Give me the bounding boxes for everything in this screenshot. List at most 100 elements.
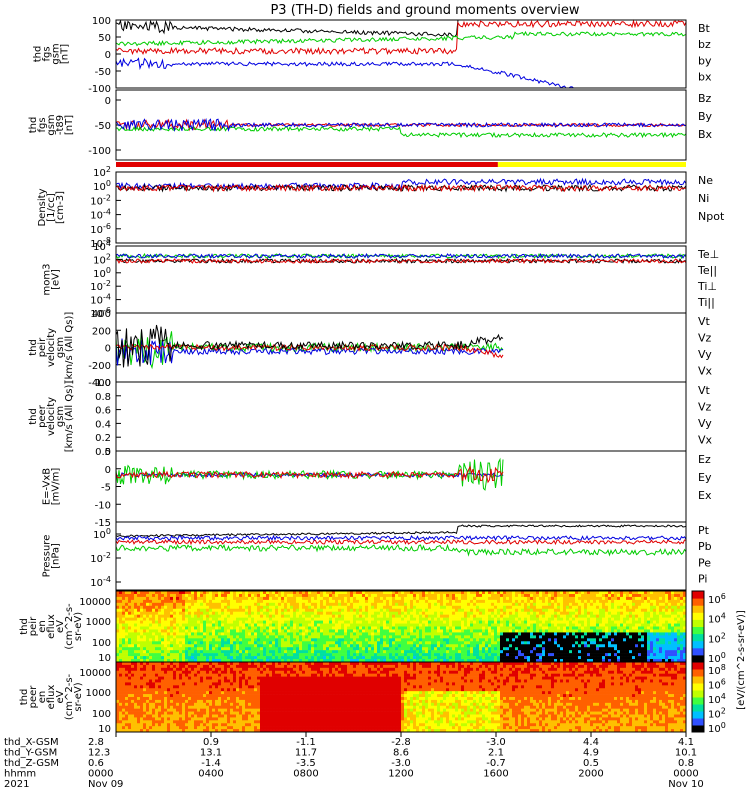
y-tick-fgs_gsm-2: 0 [105,50,111,61]
x-value-1-1: 13.1 [200,748,222,759]
x-row-label-2: thd_Z-GSM [4,758,59,769]
y-tick-peer_eflux-2: 100 [92,709,111,720]
y-label-density: Density[1/cc][cm-3] [37,188,66,226]
frame-peer_velocity [115,381,687,452]
colorbar-upper-tick-3: 100 [708,651,726,665]
y-tick-temperature-4: 10-4 [90,293,111,307]
colorbar-upper-tick-0: 106 [708,592,726,606]
colorbar-upper: 106 104 102 100 [691,590,726,665]
y-tick-peir_eflux-2: 100 [92,638,111,649]
colorbar-lower-frame [691,661,705,733]
legend-temperature-3: Ti|| [697,296,715,309]
colorbar-lower-swatch-4 [692,697,704,705]
x-value-3-2: 0800 [293,769,318,780]
y-tick-efield-2: -5 [101,483,111,494]
x-value-3-6: 0000 [673,769,698,780]
x-axis-table: thd_X-GSM 2.8 0.9 -1.1 -2.8 -3.0 4.4 4.1 thd_Y-G… [4,732,704,790]
colorbar-lower-tick-3: 102 [708,707,726,721]
panel-peer_eflux: 10000 1000 100 10 thdpeerenefluxeV(cm^2-s-sr… [19,661,687,735]
colorbar-upper-swatch-2 [692,640,704,649]
x-row-label-0: thd_X-GSM [4,737,59,748]
x-value-3-5: 2000 [578,769,603,780]
series-Vz [115,343,504,359]
legend-efield-1: Ey [698,471,712,484]
time-bar [116,162,686,167]
x-value-4-0: Nov 09 [88,779,123,790]
y-tick-pressure-2: 10-4 [90,575,111,589]
x-value-3-3: 1200 [388,769,413,780]
y-label-peer_eflux: thdpeerenefluxeV(cm^2-s-sr-eV) [19,673,84,720]
x-value-2-6: 0.8 [678,758,694,769]
legend-pressure-1: Pb [698,540,712,553]
legend-fgs_gsm_t89-2: Bx [698,128,713,141]
y-label-fgs_gsm_t89: thdfgsgsm-t89[nT] [28,114,75,135]
y-tick-peer_eflux-1: 1000 [86,688,111,699]
series-Bt [115,19,686,38]
x-row-label-3: hhmm [4,769,36,780]
series-Vt [115,324,504,368]
y-tick-pressure-1: 10-2 [90,551,111,565]
frame-density [115,171,687,244]
y-tick-fgs_gsm_t89-0: 0 [105,96,111,107]
panel-fgs_gsm: 100 50 0 -50 -100 thdfgsgsm[nT] Bt bz by bx [33,16,712,95]
y-label-temperature: mom3[eV] [42,264,62,296]
y-tick-density-4: 10-6 [90,222,111,236]
y-tick-pressure-0: 100 [93,527,111,541]
legend-density-0: Ne [698,174,713,187]
legend-pressure-0: Pt [698,524,710,537]
y-tick-density-0: 102 [93,165,111,179]
series-Ez [115,465,504,484]
y-tick-efield-3: -10 [95,500,111,511]
chart-title: P3 (TH-D) fields and ground moments over… [270,3,579,18]
y-tick-fgs_gsm-0: 100 [92,16,111,27]
colorbar-lower-tick-1: 106 [708,678,726,692]
series-Pt [115,524,687,538]
x-value-1-2: 11.7 [295,748,317,759]
y-label-efield: E=-VxB[mV/m] [42,468,62,506]
y-label-peir_eflux: thdpeirenefluxeV(cm^2-s-sr-eV) [19,603,84,650]
x-value-2-5: 0.5 [583,758,599,769]
series-Bx [115,117,687,133]
y-tick-efield-1: 0 [105,465,111,476]
x-value-0-1: 0.9 [203,737,219,748]
y-tick-density-5: 10-8 [90,236,111,250]
x-row-label-4: 2021 [4,779,29,790]
legend-pressure-3: Pi [698,573,707,586]
colorbar-lower-swatch-3 [692,704,704,712]
colorbars: 106104102100108106104102100[eV/(cm^2-s-s… [691,590,747,735]
colorbar-lower-swatch-7 [692,676,704,684]
panel-peir_eflux: 10000 1000 100 10 thdpeirenefluxeV(cm^2-s-sr… [19,590,687,664]
panel-fgs_gsm_t89: 0 -50 -100 thdfgsgsm-t89[nT] Bz By Bx [28,89,713,161]
colorbar-upper-tick-2: 102 [708,631,726,645]
colorbar-lower-swatch-1 [692,718,704,726]
x-value-1-3: 8.6 [393,748,409,759]
time-bar-red [116,162,498,167]
colorbar-label: [eV/(cm^2-s-sr-eV)] [736,610,747,710]
x-value-2-2: -3.5 [296,758,316,769]
colorbar-lower-swatch-9 [692,662,704,670]
colorbar-lower-tick-4: 100 [708,721,726,735]
colorbar-lower-swatch-6 [692,683,704,691]
x-value-2-3: -3.0 [391,758,411,769]
y-tick-peer_eflux-3: 10 [98,724,111,735]
y-tick-density-2: 10-2 [90,193,111,207]
y-label-pressure: Pressure[nPa] [42,535,62,578]
y-label-fgs_gsm: thdfgsgsm[nT] [33,43,71,64]
x-value-0-2: -1.1 [296,737,316,748]
panels: 100500-50-100thdfgsgsm[nT]Btbzbybx0-50-1… [19,16,725,735]
y-tick-peer_velocity-1: 0.8 [95,392,111,403]
x-row-label-1: thd_Y-GSM [4,748,57,759]
colorbar-upper-swatch-4 [692,626,704,635]
y-tick-peir_eflux-0: 10000 [79,597,111,608]
panel-peer_velocity: 1.0 0.8 0.6 0.4 0.2 0.0 thdpeervelocitygsm[km/… [28,378,713,458]
y-tick-temperature-3: 10-2 [90,279,111,293]
legend-peir_velocity-2: Vy [698,348,712,361]
legend-temperature-2: Ti⊥ [697,280,717,293]
y-tick-peer_velocity-5: 0.0 [95,447,111,458]
legend-fgs_gsm-0: Bt [698,22,711,35]
legend-peer_velocity-0: Vt [698,384,711,397]
y-tick-fgs_gsm-3: -50 [95,67,111,78]
series-Pi [115,534,687,542]
